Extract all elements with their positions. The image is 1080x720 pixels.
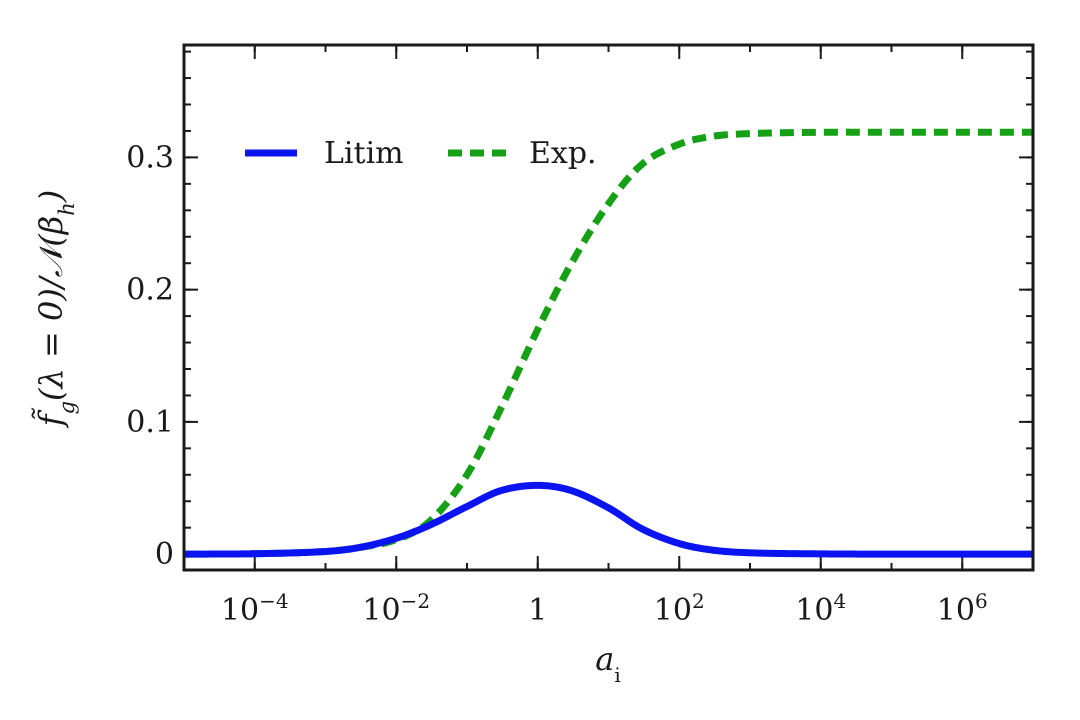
x-tick-label-base: 10 (221, 593, 259, 628)
ticks-layer (183, 45, 1034, 570)
legend: Litim Exp. (245, 136, 597, 171)
x-tick-label-exponent: 4 (833, 589, 846, 613)
y-tick-label: 0.3 (126, 140, 174, 175)
legend-label-exp: Exp. (529, 136, 597, 171)
y-tick-label: 0 (155, 537, 174, 572)
legend-label-litim: Litim (324, 136, 404, 171)
plot-frame (182, 43, 1035, 572)
y-tick-label: 0.1 (126, 405, 174, 440)
y-tick-label: 0.2 (126, 273, 174, 308)
x-tick-label: 10−4 (221, 589, 289, 628)
x-tick-label: 104 (795, 589, 846, 628)
x-tick-label: 1 (528, 593, 547, 628)
x-tick-label-exponent: 2 (692, 589, 705, 613)
series-layer (182, 128, 1035, 558)
x-tick-label-base: 10 (654, 593, 692, 628)
series-line-litim (182, 481, 1035, 558)
x-tick-label-exponent: −2 (401, 589, 430, 613)
x-tick-label-base: 10 (362, 593, 400, 628)
x-tick-label-base: 10 (937, 593, 975, 628)
y-axis-title: f̃g(λ = 0)/𝒩(βh) (32, 190, 79, 429)
x-axis-title: ai (595, 640, 620, 687)
x-tick-label: 102 (654, 589, 705, 628)
x-tick-label: 10−2 (362, 589, 430, 628)
series-line-exp (182, 128, 1035, 558)
x-tick-label-base: 10 (795, 593, 833, 628)
x-tick-label-exponent: −4 (259, 589, 288, 613)
x-tick-label: 106 (937, 589, 988, 628)
x-tick-label-exponent: 6 (975, 589, 988, 613)
x-tick-label-base: 1 (528, 593, 547, 628)
